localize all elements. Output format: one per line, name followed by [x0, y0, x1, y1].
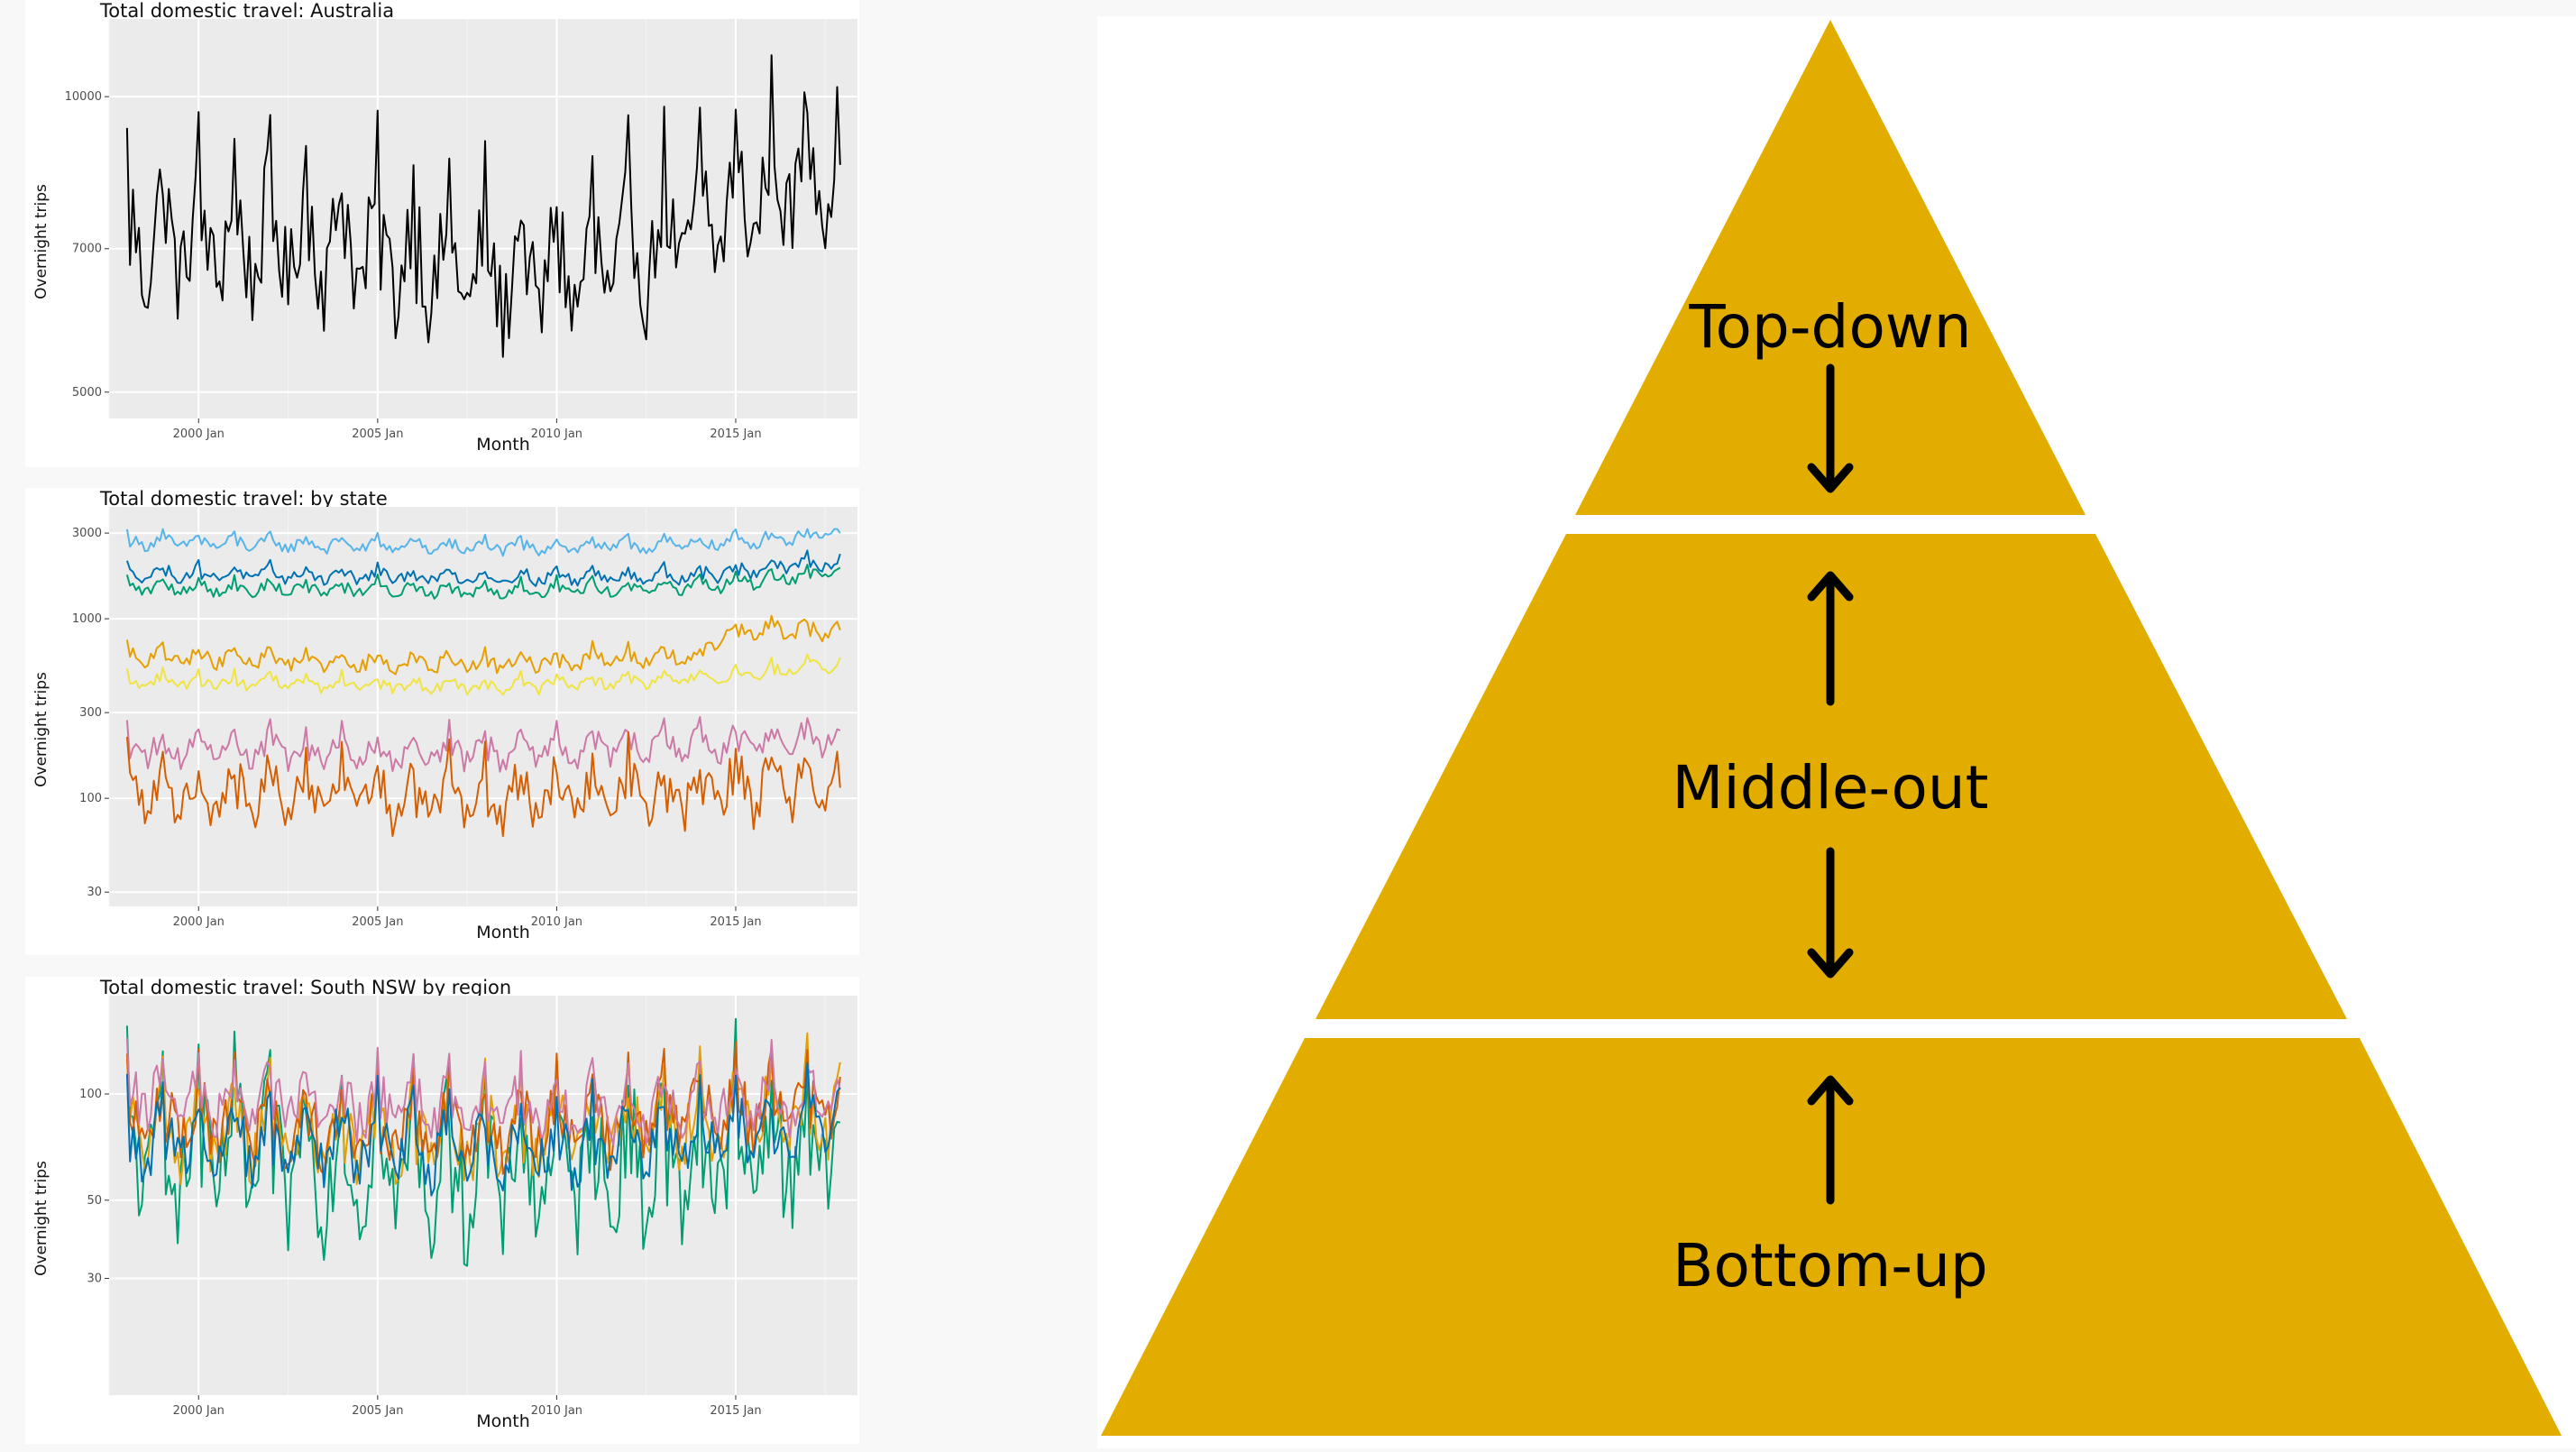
x-tick-label: 2010 Jan: [531, 1404, 582, 1418]
arrow-down-icon: [1807, 847, 1854, 979]
chart-panel-south-nsw: Total domestic travel: South NSW by regi…: [25, 977, 859, 1444]
x-tick-label: 2005 Jan: [352, 1404, 403, 1418]
chart-panel-by-state: Total domestic travel: by state 2000 Jan…: [25, 488, 859, 955]
x-tick-label: 2000 Jan: [173, 427, 225, 441]
chart-title: Total domestic travel: Australia: [100, 0, 395, 22]
y-tick-label: 100: [79, 792, 102, 805]
y-tick-label: 30: [87, 886, 102, 899]
y-tick-label: 50: [87, 1194, 102, 1208]
pyramid-diagram: Top-down Middle-out Bottom-up: [1101, 20, 2562, 1436]
y-tick-label: 3000: [72, 527, 102, 540]
x-tick-label: 2000 Jan: [173, 915, 225, 929]
middle-out-label: Middle-out: [1672, 753, 1988, 822]
x-tick-label: 2005 Jan: [352, 915, 403, 929]
line-chart-australia: 2000 Jan 2005 Jan 2010 Jan 2015 Jan 5000 7000…: [65, 19, 857, 441]
pyramid-tier-top: [1575, 20, 2086, 515]
y-axis-title: Overnight trips: [32, 1161, 50, 1276]
bottom-up-label: Bottom-up: [1673, 1231, 1988, 1300]
y-tick-label: 5000: [72, 386, 102, 400]
x-axis-title: Month: [476, 923, 530, 942]
line-chart-by-state: 2000 Jan 2005 Jan 2010 Jan 2015 Jan 30 100 300…: [72, 507, 857, 929]
x-tick-label: 2005 Jan: [352, 427, 403, 441]
y-tick-label: 30: [87, 1273, 102, 1286]
y-tick-label: 300: [79, 706, 102, 720]
plot-background: [109, 996, 857, 1395]
y-axis-title: Overnight trips: [32, 672, 50, 787]
series-line: [125, 54, 841, 358]
series-line: [125, 1061, 841, 1197]
line-chart-south-nsw: 2000 Jan 2005 Jan 2010 Jan 2015 Jan 30 50 100: [79, 996, 857, 1418]
arrow-up-icon: [1807, 1075, 1854, 1205]
pyramid-tier-middle: [1316, 534, 2347, 1019]
arrow-up-icon: [1807, 571, 1854, 706]
series-line: [125, 653, 841, 696]
x-axis-title: Month: [476, 1411, 530, 1431]
series-line: [125, 1041, 841, 1175]
series-line: [125, 716, 841, 773]
arrow-down-icon: [1807, 363, 1854, 493]
x-tick-label: 2015 Jan: [710, 1404, 761, 1418]
x-tick-label: 2010 Jan: [531, 427, 582, 441]
x-tick-label: 2010 Jan: [531, 915, 582, 929]
series-line: [125, 731, 841, 838]
plot-background: [109, 507, 857, 906]
series-line: [125, 549, 841, 587]
top-down-label: Top-down: [1688, 292, 1971, 362]
y-tick-label: 10000: [65, 90, 102, 104]
y-tick-label: 100: [79, 1088, 102, 1101]
x-tick-label: 2000 Jan: [173, 1404, 225, 1418]
series-line: [125, 564, 841, 600]
series-line: [125, 614, 841, 675]
forecast-hierarchy-pyramid: Top-down Middle-out Bottom-up: [1097, 16, 2576, 1448]
chart-title: Total domestic travel: South NSW by regi…: [100, 977, 512, 998]
x-axis-title: Month: [476, 435, 530, 455]
y-tick-label: 7000: [72, 243, 102, 256]
series-line: [125, 528, 841, 557]
x-tick-label: 2015 Jan: [710, 915, 761, 929]
series-line: [125, 1038, 841, 1146]
chart-panel-australia: Total domestic travel: Australia 2000 Ja…: [25, 0, 859, 467]
y-tick-label: 1000: [72, 612, 102, 626]
pyramid-tier-bottom: [1101, 1038, 2562, 1436]
chart-title: Total domestic travel: by state: [100, 488, 388, 510]
y-axis-title: Overnight trips: [32, 184, 50, 299]
x-tick-label: 2015 Jan: [710, 427, 761, 441]
